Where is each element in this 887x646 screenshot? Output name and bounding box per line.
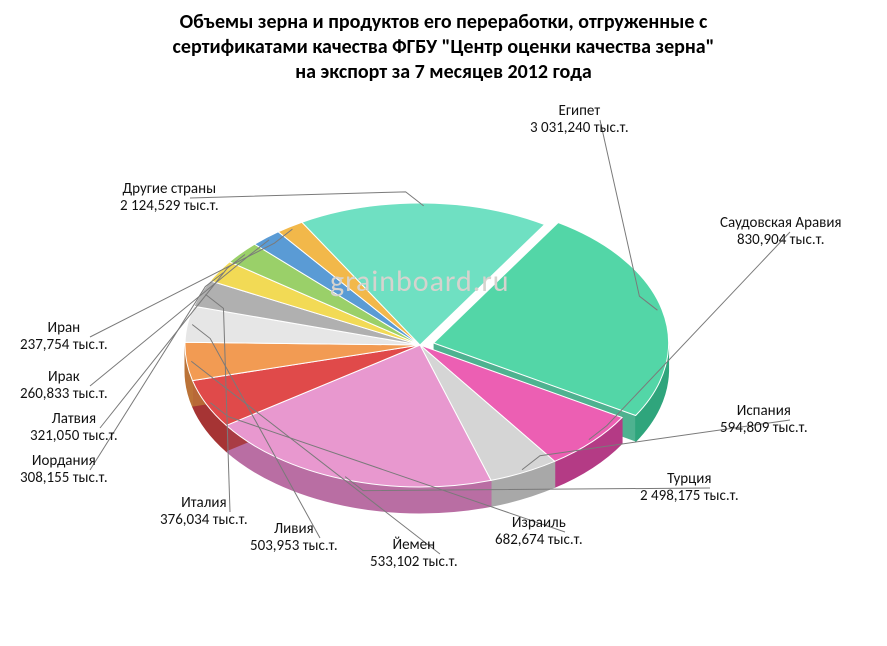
slice-label: Италия376,034 тыс.т. [160,495,248,530]
slice-label: Йемен533,102 тыс.т. [370,537,458,572]
slice-name: Италия [160,495,248,512]
slice-label: Ливия503,953 тыс.т. [250,521,338,556]
slice-value: 682,674 тыс.т. [495,532,583,549]
slice-name: Иран [20,320,108,337]
slice-name: Египет [530,103,629,120]
slice-value: 321,050 тыс.т. [30,428,118,445]
title-line-2: сертификатами качества ФГБУ "Центр оценк… [173,35,715,59]
chart-title: Объемы зерна и продуктов его переработки… [0,0,887,85]
slice-value: 308,155 тыс.т. [20,470,108,487]
slice-label: Иран237,754 тыс.т. [20,320,108,355]
slice-name: Испания [720,403,808,420]
title-line-3: на экспорт за 7 месяцев 2012 года [295,60,592,84]
slice-name: Ирак [20,369,108,386]
slice-label: Ирак260,833 тыс.т. [20,369,108,404]
slice-label: Иордания308,155 тыс.т. [20,453,108,488]
slice-name: Ливия [250,521,338,538]
slice-name: Йемен [370,537,458,554]
slice-value: 503,953 тыс.т. [250,538,338,555]
slice-label: Египет3 031,240 тыс.т. [530,103,629,138]
slice-label: Израиль682,674 тыс.т. [495,515,583,550]
slice-name: Турция [640,471,739,488]
slice-value: 3 031,240 тыс.т. [530,120,629,137]
title-line-1: Объемы зерна и продуктов его переработки… [180,10,708,34]
pie-chart: grainboard.ru Египет3 031,240 тыс.т.Сауд… [0,85,887,645]
slice-name: Иордания [20,453,108,470]
slice-value: 594,809 тыс.т. [720,420,808,437]
slice-name: Другие страны [120,181,219,198]
slice-label: Испания594,809 тыс.т. [720,403,808,438]
slice-label: Латвия321,050 тыс.т. [30,411,118,446]
slice-name: Израиль [495,515,583,532]
slice-label: Турция2 498,175 тыс.т. [640,471,739,506]
slice-value: 260,833 тыс.т. [20,386,108,403]
slice-name: Саудовская Аравия [720,215,842,232]
slice-value: 830,904 тыс.т. [720,232,842,249]
slice-value: 376,034 тыс.т. [160,512,248,529]
slice-label: Саудовская Аравия830,904 тыс.т. [720,215,842,250]
slice-label: Другие страны2 124,529 тыс.т. [120,181,219,216]
slice-value: 237,754 тыс.т. [20,337,108,354]
slice-name: Латвия [30,411,118,428]
slice-value: 533,102 тыс.т. [370,554,458,571]
slice-value: 2 498,175 тыс.т. [640,488,739,505]
slice-value: 2 124,529 тыс.т. [120,198,219,215]
